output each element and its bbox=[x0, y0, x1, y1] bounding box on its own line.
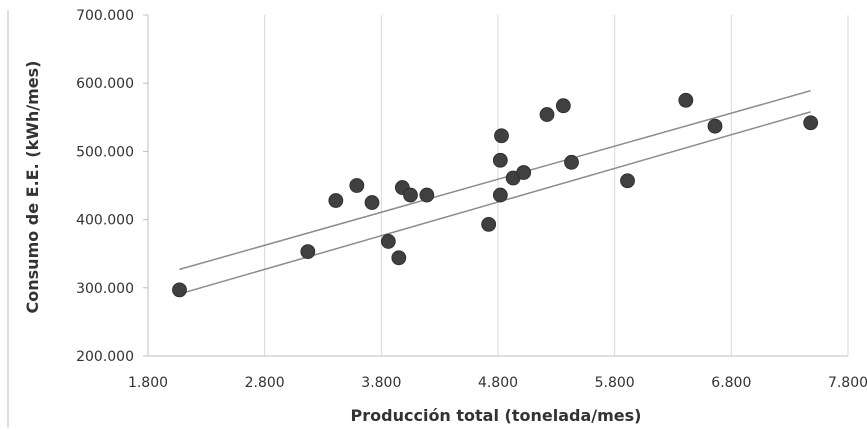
data-point bbox=[481, 216, 497, 232]
x-tick-label: 7.800 bbox=[828, 375, 867, 391]
data-point bbox=[555, 98, 571, 114]
data-point bbox=[516, 165, 532, 180]
data-point bbox=[620, 173, 635, 189]
data-point bbox=[349, 178, 365, 193]
data-points bbox=[172, 92, 819, 298]
trend-line bbox=[179, 89, 811, 271]
data-point bbox=[707, 118, 723, 134]
data-point bbox=[300, 244, 316, 260]
data-point bbox=[678, 92, 694, 108]
data-point bbox=[539, 107, 555, 122]
data-point bbox=[492, 152, 508, 168]
data-point bbox=[803, 115, 819, 131]
grid-layer bbox=[147, 15, 849, 356]
x-tick-label: 6.800 bbox=[711, 375, 751, 391]
tick-labels: 200.000 300.000 400.000 500.000 600.000 700.0… bbox=[76, 8, 867, 391]
x-tick-label: 3.800 bbox=[361, 375, 401, 391]
axis-layer bbox=[143, 14, 848, 357]
y-tick-label: 200.000 bbox=[76, 349, 134, 365]
data-point bbox=[380, 234, 396, 249]
x-axis-title: Producción total (tonelada/mes) bbox=[351, 406, 642, 425]
data-point bbox=[492, 187, 508, 203]
data-point bbox=[328, 193, 344, 208]
y-tick-label: 300.000 bbox=[76, 281, 134, 297]
x-tick-label: 2.800 bbox=[245, 375, 285, 391]
data-point bbox=[419, 187, 435, 203]
data-point bbox=[403, 187, 418, 203]
x-tick-label: 5.800 bbox=[595, 375, 635, 391]
y-tick-label: 500.000 bbox=[76, 144, 134, 160]
y-tick-label: 400.000 bbox=[76, 213, 134, 229]
y-tick-label: 700.000 bbox=[76, 8, 134, 24]
y-axis-title: Consumo de E.E. (kWh/mes) bbox=[23, 61, 42, 314]
trend-lines bbox=[179, 89, 811, 295]
y-tick-label: 600.000 bbox=[76, 76, 134, 92]
data-point bbox=[564, 154, 579, 170]
data-point bbox=[172, 282, 187, 298]
data-point bbox=[494, 128, 509, 144]
trend-line bbox=[179, 111, 811, 295]
data-point bbox=[391, 250, 407, 266]
data-point bbox=[364, 195, 380, 210]
x-tick-label: 1.800 bbox=[128, 375, 168, 391]
x-tick-label: 4.800 bbox=[478, 375, 518, 391]
